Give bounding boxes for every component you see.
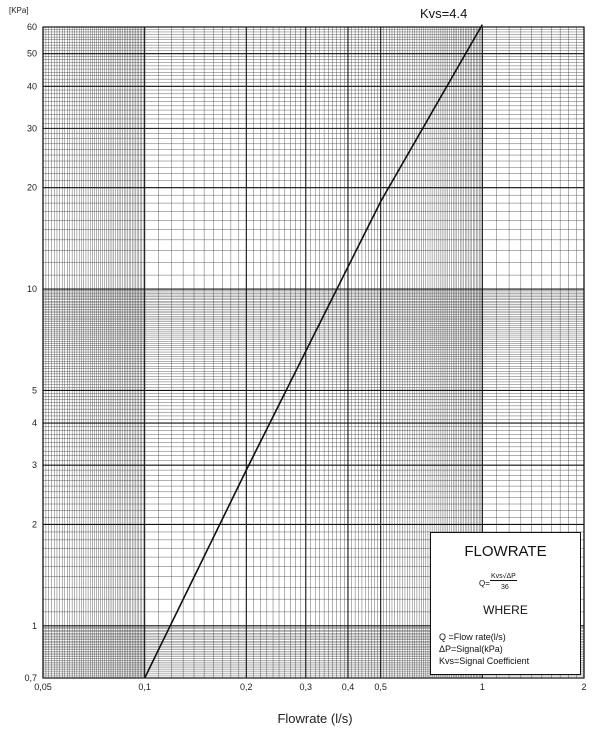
y-tick-labels: 0,7 1 2 3 4 5 10 20 30 40 50 60 — [24, 22, 37, 683]
x-tick-label: 0,4 — [342, 682, 355, 692]
kvs-annotation: Kvs=4.4 — [420, 6, 467, 21]
series-group — [143, 24, 483, 679]
y-tick-label: 10 — [27, 284, 37, 294]
x-tick-label: 0,1 — [138, 682, 151, 692]
y-tick-label: 20 — [27, 183, 37, 193]
y-tick-label: 50 — [27, 49, 37, 59]
legend-definition-dp: ΔP=Signal(kPa) — [439, 644, 503, 654]
x-tick-label: 1 — [480, 682, 485, 692]
flowrate-formula: Q= Kvs√ΔP 36 — [431, 573, 580, 595]
y-tick-label: 3 — [32, 460, 37, 470]
legend-definition-kvs: Kvs=Signal Coefficient — [439, 656, 530, 666]
formula-numerator: Kvs√ΔP — [490, 573, 517, 581]
y-tick-label: 30 — [27, 123, 37, 133]
legend-title: FLOWRATE — [464, 543, 547, 560]
x-axis-label: Flowrate (l/s) — [277, 711, 352, 726]
plot-frame — [42, 26, 585, 679]
y-axis-unit-label: [KPa] — [9, 6, 29, 15]
formula-denominator: 36 — [501, 584, 509, 591]
y-tick-label: 5 — [32, 385, 37, 395]
x-tick-labels: 0,05 0,1 0,2 0,3 0,4 0,5 1 2 — [34, 682, 586, 692]
y-tick-label: 0,7 — [24, 673, 37, 683]
x-tick-label: 2 — [581, 682, 586, 692]
formula-lhs: Q= — [479, 579, 490, 588]
y-tick-label: 40 — [27, 81, 37, 91]
y-tick-label: 1 — [32, 621, 37, 631]
series-line-kvs — [143, 24, 483, 679]
y-tick-label: 4 — [32, 418, 37, 428]
x-tick-label: 0,3 — [300, 682, 313, 692]
x-tick-label: 0,2 — [240, 682, 253, 692]
x-tick-label: 0,05 — [34, 682, 52, 692]
y-tick-label: 2 — [32, 519, 37, 529]
x-tick-label: 0,5 — [374, 682, 387, 692]
legend-where-label: WHERE — [483, 603, 528, 617]
legend-definition-q: Q =Flow rate(l/s) — [439, 632, 506, 642]
formula-legend-box: FLOWRATE Q= Kvs√ΔP 36 WHERE Q =Flow rate… — [430, 532, 581, 675]
y-tick-label: 60 — [27, 22, 37, 32]
